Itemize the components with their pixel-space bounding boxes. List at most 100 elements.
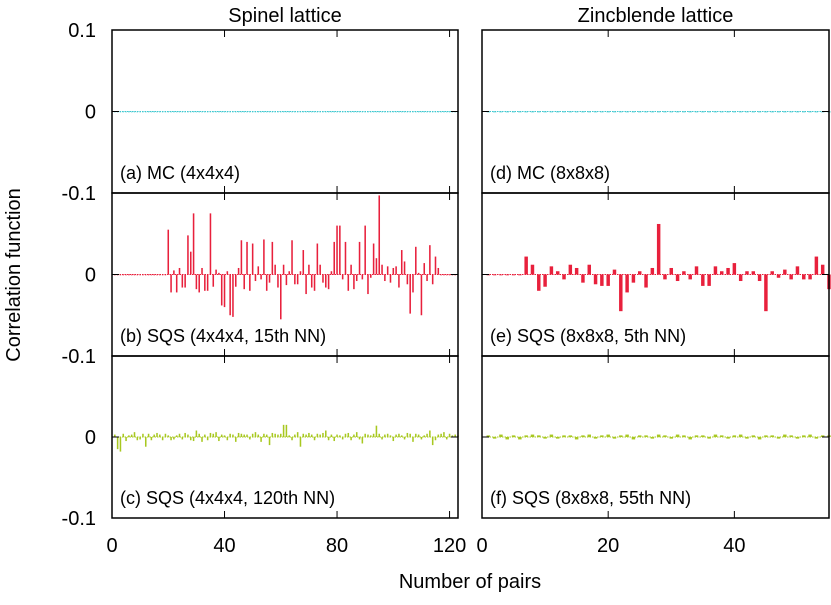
x-tick-label: 0 (476, 535, 487, 557)
bar (330, 434, 333, 437)
bar (637, 271, 642, 275)
bar (688, 274, 692, 280)
bar (574, 111, 579, 113)
bar (139, 437, 141, 440)
bar (209, 432, 212, 437)
bar (776, 437, 781, 439)
bar (263, 239, 265, 275)
bar (232, 434, 234, 437)
bar (195, 111, 198, 113)
bar (593, 437, 598, 439)
bar (562, 435, 566, 437)
bar (291, 437, 293, 441)
bar (555, 271, 560, 275)
bar (206, 437, 209, 441)
bar (282, 424, 285, 437)
bar (415, 433, 417, 437)
bar (347, 432, 350, 437)
bar (136, 437, 139, 441)
bar (226, 271, 229, 275)
bar (417, 111, 420, 113)
bar (587, 111, 591, 113)
bar (644, 274, 648, 288)
bar (720, 271, 724, 275)
bar (170, 274, 172, 293)
bar (313, 274, 316, 291)
bar (403, 437, 406, 440)
bar (305, 434, 307, 437)
bar (265, 434, 268, 437)
bar (429, 430, 431, 437)
bar (562, 274, 566, 280)
bar (237, 111, 240, 113)
bar (260, 437, 262, 442)
bar (384, 434, 386, 437)
bar (167, 435, 170, 437)
bar (423, 111, 426, 113)
bar (434, 437, 437, 441)
bar (440, 433, 442, 437)
bar (294, 274, 296, 285)
bar (587, 434, 591, 437)
bar (215, 432, 217, 437)
bar (159, 434, 161, 437)
bar (574, 267, 579, 275)
bar (386, 433, 389, 437)
bar (265, 111, 268, 113)
bar (426, 274, 428, 282)
column-title-0: Spinel lattice (228, 5, 341, 27)
bar (251, 243, 254, 275)
bar (350, 264, 352, 275)
bar (302, 433, 305, 437)
bar (192, 437, 195, 442)
bar (243, 274, 245, 290)
bar (701, 274, 705, 286)
bar (206, 274, 209, 291)
bar (524, 111, 528, 113)
bar (327, 111, 330, 113)
bar (656, 434, 661, 437)
bar (310, 274, 313, 288)
bar (656, 111, 661, 113)
bar (389, 274, 392, 283)
bar (795, 266, 800, 275)
panel-label: (c) SQS (4x4x4, 120th NN) (120, 488, 335, 508)
bar (808, 434, 812, 437)
bar (316, 243, 319, 275)
bar (249, 437, 251, 440)
bar (808, 274, 812, 280)
bar (232, 274, 234, 317)
x-tick-label: 20 (597, 535, 619, 557)
bar (820, 264, 825, 275)
bar (802, 111, 806, 113)
bar (406, 432, 409, 437)
bar (313, 437, 316, 441)
bar (344, 241, 347, 275)
bar (220, 274, 223, 306)
bar (277, 434, 279, 437)
bar (322, 274, 324, 283)
bar (384, 274, 386, 282)
bar (308, 264, 310, 275)
bar (789, 274, 793, 280)
bar (274, 264, 276, 275)
bar (631, 437, 636, 440)
bar (327, 274, 330, 290)
bar (240, 111, 243, 113)
bar (310, 111, 313, 113)
bar (581, 274, 585, 283)
bar (593, 274, 598, 285)
bar (600, 111, 604, 113)
bar (274, 433, 276, 437)
bar (423, 263, 426, 275)
bar (229, 433, 231, 437)
panel-label: (a) MC (4x4x4) (120, 163, 240, 183)
bar (310, 434, 313, 437)
bar (358, 437, 361, 440)
bar (299, 437, 302, 447)
bar (271, 432, 274, 437)
bar (178, 267, 181, 275)
bar (612, 111, 617, 113)
bar (125, 111, 127, 113)
bar (173, 437, 175, 440)
